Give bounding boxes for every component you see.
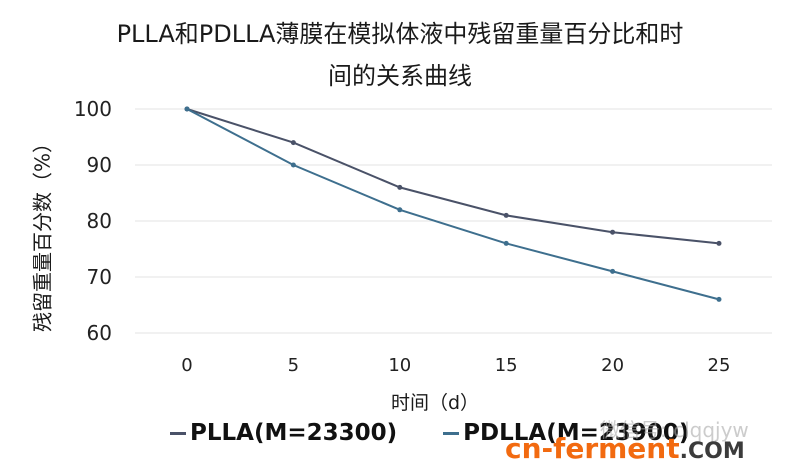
x-tick-label: 0 — [181, 355, 192, 376]
data-point-marker — [503, 240, 509, 246]
legend-swatch-pdlla-icon — [443, 431, 460, 435]
data-point-marker — [290, 140, 296, 146]
data-point-marker — [184, 106, 190, 112]
x-axis-label: 时间（d） — [390, 392, 480, 414]
y-tick-label: 100 — [74, 97, 112, 121]
legend-label-pdlla: PDLLA(M=23900) — [463, 420, 690, 446]
x-tick-label: 15 — [495, 355, 518, 376]
series-line-0 — [186, 108, 720, 245]
data-point-marker — [610, 229, 616, 235]
legend-swatch-plla-icon — [170, 431, 186, 435]
data-point-marker — [397, 184, 403, 190]
data-point-marker — [290, 162, 296, 168]
legend-item-plla: PLLA(M=23300) — [170, 420, 397, 446]
watermark-site: cn-ferment.COM — [505, 432, 745, 465]
legend: PLLA(M=23300) PDLLA(M=23900) — [170, 420, 689, 446]
x-tick-label: 10 — [388, 355, 411, 376]
watermark-site-main: cn-ferment — [505, 432, 680, 465]
data-point-marker — [716, 240, 722, 246]
x-tick-label: 20 — [601, 355, 624, 376]
data-point-marker — [397, 207, 403, 213]
chart-title-line1: PLLA和PDLLA薄膜在模拟体液中残留重量百分比和时 — [116, 20, 684, 48]
data-point-marker — [610, 268, 616, 274]
legend-label-plla: PLLA(M=23300) — [190, 420, 398, 446]
x-tick-label: 5 — [288, 355, 299, 376]
data-point-marker — [716, 296, 722, 302]
watermark-wechat: 微信号: clqqjyw — [600, 418, 749, 442]
y-tick-label: 90 — [87, 153, 112, 177]
watermark-site-suffix: .COM — [679, 439, 745, 464]
x-tick-label: 25 — [708, 355, 731, 376]
series-line-1 — [186, 108, 720, 301]
legend-item-pdlla: PDLLA(M=23900) — [443, 420, 689, 446]
chart-title-line2: 间的关系曲线 — [328, 62, 472, 90]
data-point-marker — [503, 212, 509, 218]
y-tick-label: 60 — [87, 321, 112, 345]
y-tick-label: 80 — [87, 209, 112, 233]
y-tick-label: 70 — [87, 265, 112, 289]
